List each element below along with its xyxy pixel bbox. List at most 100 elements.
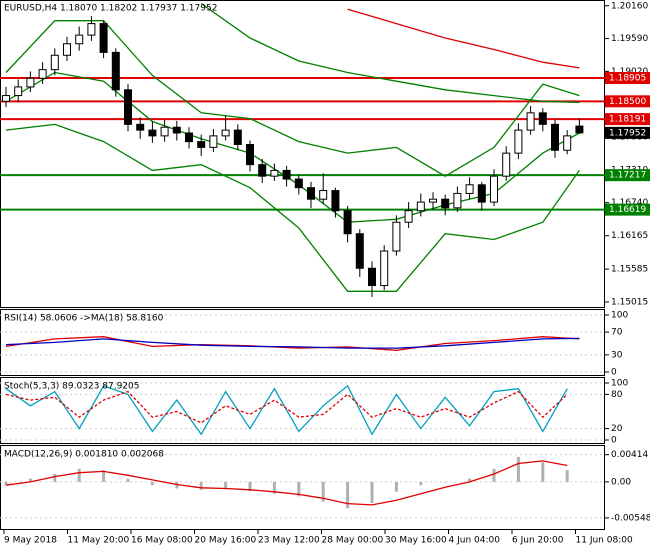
chart-header: EURUSD,H4 1.18070 1.18202 1.17937 1.1795… <box>4 4 217 14</box>
candle-body <box>453 192 462 209</box>
histogram-bar <box>468 478 472 482</box>
candle-body <box>526 112 535 131</box>
level-box <box>605 169 650 182</box>
candle-body <box>490 175 498 203</box>
stoch-panel <box>0 377 605 444</box>
y-tick-label: 0 <box>611 368 617 378</box>
y-tick-label: 1.19020 <box>611 67 648 77</box>
candle-body <box>209 135 218 148</box>
y-tick-label: 1.20160 <box>611 1 648 11</box>
histogram-bar <box>516 456 520 482</box>
x-tick-label: 4 Jun 04:00 <box>449 536 501 546</box>
y-tick-label: 100 <box>611 311 628 321</box>
last-price-label: 1.17952 <box>609 128 646 138</box>
candle-body <box>197 141 206 148</box>
y-tick-label: 100 <box>611 379 628 389</box>
histogram-bar <box>4 481 8 486</box>
histogram-bar <box>126 478 130 482</box>
candle-body <box>331 190 340 212</box>
candle-body <box>319 190 328 200</box>
histogram-bar <box>346 481 350 509</box>
histogram-bar <box>150 481 154 486</box>
price-panel <box>0 0 605 308</box>
x-tick-label: 28 May 00:00 <box>322 536 384 546</box>
overlay-line <box>5 123 580 292</box>
histogram-bar <box>102 470 106 482</box>
candle-body <box>14 86 23 97</box>
y-tick-label: 1.15585 <box>611 265 648 275</box>
histogram-bar <box>419 481 423 486</box>
level-box <box>605 113 650 126</box>
x-tick-label: 9 May 2018 <box>4 536 57 546</box>
candle-body <box>294 178 303 189</box>
level-box <box>605 72 650 85</box>
y-tick-label: 1.16740 <box>611 198 648 208</box>
macd-label: MACD(12,26,9) 0.001810 0.002068 <box>4 450 164 460</box>
candle-body <box>368 267 376 287</box>
candle-body <box>111 51 120 91</box>
candle-body <box>258 164 267 177</box>
candle-body <box>38 69 47 79</box>
candle-body <box>404 210 413 223</box>
candle-body <box>514 129 523 154</box>
candle-body <box>246 144 254 166</box>
y-tick-label: 80 <box>611 390 623 400</box>
histogram-bar <box>370 481 374 503</box>
level-label: 1.18500 <box>609 97 646 107</box>
x-tick-label: 6 Jun 20:00 <box>512 536 564 546</box>
histogram-bar <box>272 481 276 494</box>
y-tick-label: 30 <box>611 350 623 360</box>
candle-body <box>221 129 230 137</box>
overlay-line <box>200 2 580 104</box>
y-tick-label: 20 <box>611 424 623 434</box>
candle-body <box>551 123 559 151</box>
y-tick-label: 0 <box>611 436 617 446</box>
candle-body <box>355 233 364 269</box>
overlay-line <box>5 20 580 177</box>
candle-body <box>343 210 352 235</box>
x-tick-label: 30 May 16:00 <box>385 536 447 546</box>
histogram-bar <box>492 468 496 482</box>
candle-body <box>575 125 584 134</box>
rsi-label: RSI(14) 58.0606 ->MA(18) 58.8160 <box>4 314 164 324</box>
candle-body <box>502 152 511 177</box>
x-tick-label: 11 May 20:00 <box>68 536 130 546</box>
candle-body <box>26 77 35 88</box>
histogram-bar <box>297 481 301 497</box>
rsi-line <box>5 336 580 351</box>
candle-body <box>477 184 486 203</box>
candle-body <box>282 169 291 180</box>
candle-body <box>148 129 157 137</box>
histogram-bar <box>28 478 32 482</box>
histogram-bar <box>224 481 228 489</box>
stoch-line <box>5 384 568 436</box>
candle-body <box>124 89 132 125</box>
histogram-bar <box>53 474 57 482</box>
x-tick-label: 16 May 08:00 <box>131 536 193 546</box>
level-label: 1.18191 <box>609 115 646 125</box>
candle-body <box>160 126 169 137</box>
histogram-bar <box>77 468 81 482</box>
rsi-panel <box>0 309 605 376</box>
histogram-bar <box>443 481 447 483</box>
y-tick-label: 1.15015 <box>611 297 648 307</box>
histogram-bar <box>565 470 569 482</box>
level-label: 1.17217 <box>609 171 646 181</box>
stoch-label: Stoch(5,3,3) 89.0323 87.9205 <box>4 382 139 392</box>
candle-body <box>429 198 437 203</box>
candle-body <box>441 198 450 209</box>
macd-line <box>5 460 568 506</box>
x-tick-label: 11 Jun 08:00 <box>576 536 633 546</box>
candle-body <box>563 135 572 151</box>
candle-body <box>307 187 315 200</box>
level-label: 1.16619 <box>609 205 646 215</box>
x-tick-label: 20 May 16:00 <box>195 536 257 546</box>
level-box <box>605 203 650 216</box>
level-box <box>605 95 650 108</box>
histogram-bar <box>248 481 252 492</box>
candle-body <box>99 23 108 53</box>
candle-body <box>87 23 96 36</box>
